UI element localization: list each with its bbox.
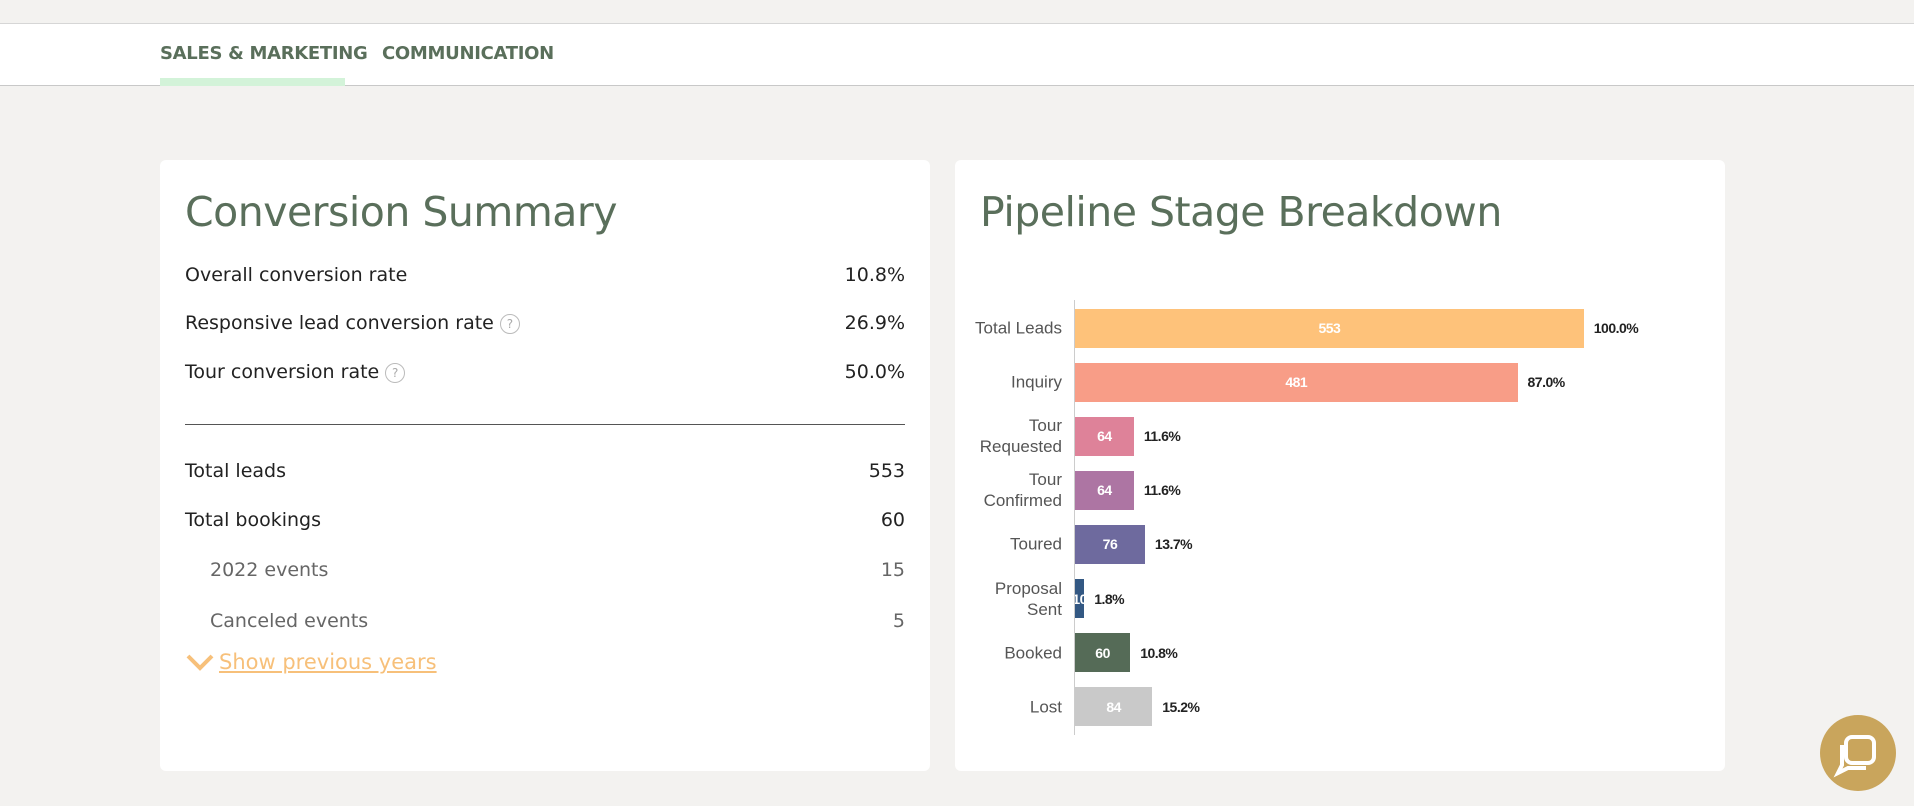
percent-label: 11.6% [1143,428,1181,445]
category-label: Proposal Sent [994,578,1062,619]
bar: 64 [1075,416,1134,456]
row-value: 60 [880,509,905,531]
row-value: 553 [868,460,905,482]
percent-label: 15.2% [1162,698,1200,715]
chart-title: Pipeline Stage Breakdown [980,188,1502,236]
bar: 64 [1075,470,1134,510]
sub-row: 2022 events 15 [210,555,905,585]
row-label: Total bookings [185,509,322,531]
category-label: Lost [1029,697,1062,717]
row-value: 50.0% [844,361,905,383]
chat-icon [1833,735,1876,778]
bar: 481 [1075,362,1518,402]
link-text[interactable]: Show previous years [219,650,437,674]
row-label: Overall conversion rate [185,264,408,286]
divider [185,424,905,425]
category-label: Tour Confirmed [983,470,1062,511]
chat-button[interactable] [1820,715,1896,791]
chevron-icon [186,654,214,671]
category-label: Tour Requested [979,416,1062,457]
percent-label: 10.8% [1140,644,1178,661]
y-axis [1074,300,1075,735]
help-icon[interactable]: ? [385,362,406,383]
active-tab-indicator [160,78,345,86]
total-row: Total bookings 60 [185,505,905,535]
tab[interactable]: COMMUNICATION [382,43,554,64]
row-label: Tour conversion rate [185,361,380,383]
category-label: Toured [1010,534,1062,554]
row-label: Total leads [185,460,286,482]
row-label: Responsive lead conversion rate [185,312,494,334]
sub-row: Canceled events 5 [210,606,905,636]
tab-bar: SALES & MARKETING COMMUNICATION [0,23,1914,86]
card-title: Conversion Summary [185,188,618,236]
bar: 10 [1075,579,1085,618]
row-value: 10.8% [844,264,905,286]
total-row: Total leads 553 [185,456,905,486]
percent-label: 1.8% [1094,590,1125,607]
rate-row: Responsive lead conversion rate? 26.9% [185,308,905,338]
summary-card: Conversion Summary Overall conversion ra… [160,160,930,771]
percent-label: 87.0% [1527,374,1566,391]
percent-label: 11.6% [1143,482,1181,499]
bar: 84 [1075,687,1153,727]
row-value: 15 [880,559,905,581]
row-label: Canceled events [210,610,369,632]
bar: 60 [1075,633,1131,673]
row-value: 5 [892,610,905,632]
row-label: 2022 events [210,559,329,581]
row-value: 26.9% [844,312,905,334]
rate-row: Overall conversion rate 10.8% [185,260,905,290]
bar: 76 [1075,524,1145,564]
tab[interactable]: SALES & MARKETING [160,43,368,64]
rate-row: Tour conversion rate? 50.0% [185,357,905,387]
percent-label: 13.7% [1154,536,1193,553]
category-label: Booked [1004,643,1062,663]
category-label: Inquiry [1010,372,1062,392]
category-label: Total Leads [975,318,1062,338]
help-icon[interactable]: ? [499,313,520,334]
bar: 553 [1075,308,1584,348]
pipeline-card: Pipeline Stage Breakdown Total Leads 553 1… [955,160,1725,771]
show-more-link[interactable]: Show previous years [185,650,437,674]
percent-label: 100.0% [1593,320,1639,336]
